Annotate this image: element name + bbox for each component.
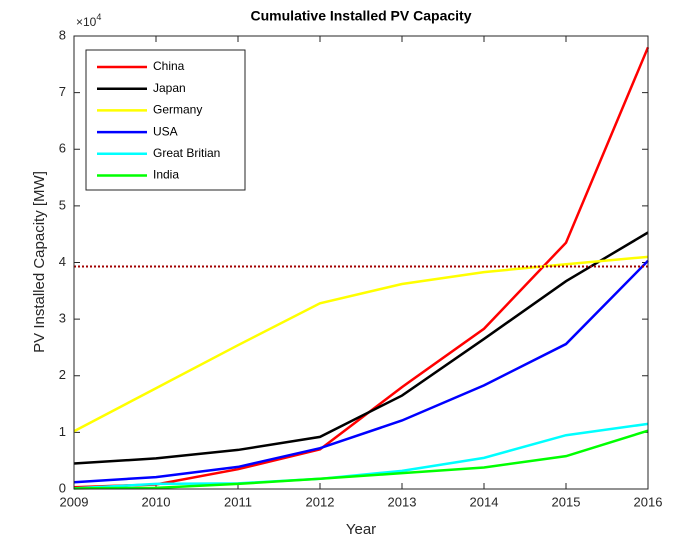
y-tick-label: 6	[59, 141, 66, 156]
x-tick-label: 2015	[552, 494, 581, 509]
y-tick-label: 7	[59, 84, 66, 99]
x-axis-label: Year	[346, 521, 376, 538]
legend-label: USA	[153, 124, 178, 138]
multiplier-exponent: 4	[96, 12, 101, 22]
series-line	[73, 46, 650, 489]
x-tick-label: 2010	[142, 494, 171, 509]
plot-frame	[73, 35, 649, 490]
y-axis-label: PV Installed Capacity [MW]	[31, 171, 48, 353]
y-tick-label: 1	[59, 424, 66, 439]
legend-label: Germany	[153, 103, 202, 117]
x-tick-label: 2012	[306, 494, 335, 509]
y-tick-label: 3	[59, 311, 66, 326]
series-line	[73, 255, 649, 433]
x-tick-label: 2009	[60, 494, 89, 509]
legend-label: India	[153, 168, 179, 182]
x-tick-label: 2016	[634, 494, 663, 509]
y-tick-label: 0	[59, 480, 66, 495]
y-tick-label: 5	[59, 197, 66, 212]
multiplier-base: ×10	[76, 15, 97, 29]
x-tick-label: 2013	[388, 494, 417, 509]
x-tick-label: 2014	[470, 494, 499, 509]
series-line	[73, 231, 649, 465]
series-line	[73, 259, 649, 484]
y-tick-label: 4	[59, 254, 66, 269]
legend-box	[85, 49, 246, 191]
legend-label: Great Britian	[153, 146, 220, 160]
y-tick-label: 2	[59, 367, 66, 382]
chart-title: Cumulative Installed PV Capacity	[251, 8, 472, 24]
x-tick-label: 2011	[224, 494, 252, 509]
y-tick-label: 8	[59, 27, 66, 42]
legend-label: China	[153, 59, 185, 73]
y-multiplier: ×104	[76, 12, 101, 29]
series-line	[73, 429, 649, 490]
legend-label: Japan	[153, 81, 186, 95]
